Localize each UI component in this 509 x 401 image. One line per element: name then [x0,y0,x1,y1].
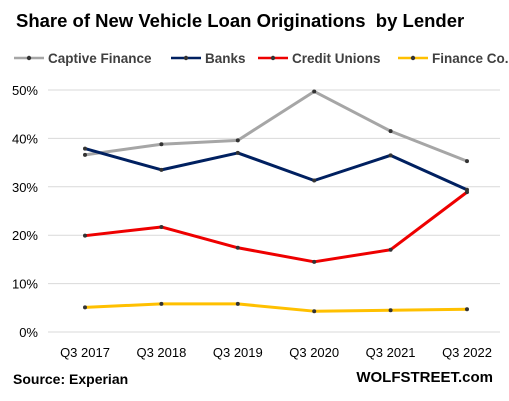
data-point-finance-co [83,305,87,310]
data-point-captive-finance [388,129,393,134]
data-point-captive-finance [235,138,240,143]
legend-swatch-credit-unions [258,55,288,61]
data-point-captive-finance [312,89,317,94]
y-tick-label: 20% [12,228,38,243]
x-tick-label: Q3 2019 [213,345,263,360]
legend-item-credit-unions: Credit Unions [258,48,381,68]
data-point-banks [235,150,240,155]
x-tick-label: Q3 2017 [60,345,110,360]
data-point-credit-unions [235,245,240,250]
source-note: Source: Experian [13,371,129,387]
series-line-captive-finance [84,89,468,163]
data-point-credit-unions [83,233,87,238]
x-tick-label: Q3 2022 [442,345,492,360]
legend-swatch-finance-co [398,55,428,61]
y-tick-label: 50% [12,83,38,98]
data-point-finance-co [159,301,164,306]
data-point-credit-unions [465,190,469,195]
data-point-captive-finance [159,142,164,147]
data-point-credit-unions [388,247,393,252]
data-point-credit-unions [159,224,164,229]
x-tick-label: Q3 2018 [136,345,186,360]
x-tick-label: Q3 2020 [289,345,339,360]
data-point-finance-co [465,307,469,312]
series-line-finance-co [84,302,468,313]
legend-swatch-banks [171,55,201,61]
y-tick-label: 0% [19,325,38,340]
legend-item-captive-finance: Captive Finance [14,48,152,68]
data-point-captive-finance [83,152,87,157]
y-tick-label: 10% [12,277,38,292]
data-point-finance-co [388,308,393,313]
legend-label-finance-co: Finance Co. [432,50,509,66]
series-line-credit-unions [84,190,468,264]
legend-item-finance-co: Finance Co. [398,48,509,68]
data-point-credit-unions [312,259,317,264]
legend: Captive Finance Banks Credit Unions Fina… [0,48,509,68]
data-point-banks [159,167,164,172]
brand-label: WOLFSTREET.com [356,369,493,386]
y-tick-label: 30% [12,180,38,195]
legend-item-banks: Banks [171,48,246,68]
legend-label-credit-unions: Credit Unions [292,50,381,66]
series-line-banks [84,147,468,192]
data-point-banks [388,153,393,158]
chart-title: Share of New Vehicle Loan Originations b… [16,10,465,31]
data-point-banks [312,178,317,183]
legend-swatch-captive-finance [14,55,44,61]
data-point-banks [83,146,87,151]
data-point-finance-co [235,301,240,306]
data-point-captive-finance [465,159,469,164]
legend-label-captive-finance: Captive Finance [48,50,152,66]
y-tick-label: 40% [12,131,38,146]
x-tick-label: Q3 2021 [366,345,416,360]
legend-label-banks: Banks [205,50,246,66]
data-point-finance-co [312,309,317,314]
